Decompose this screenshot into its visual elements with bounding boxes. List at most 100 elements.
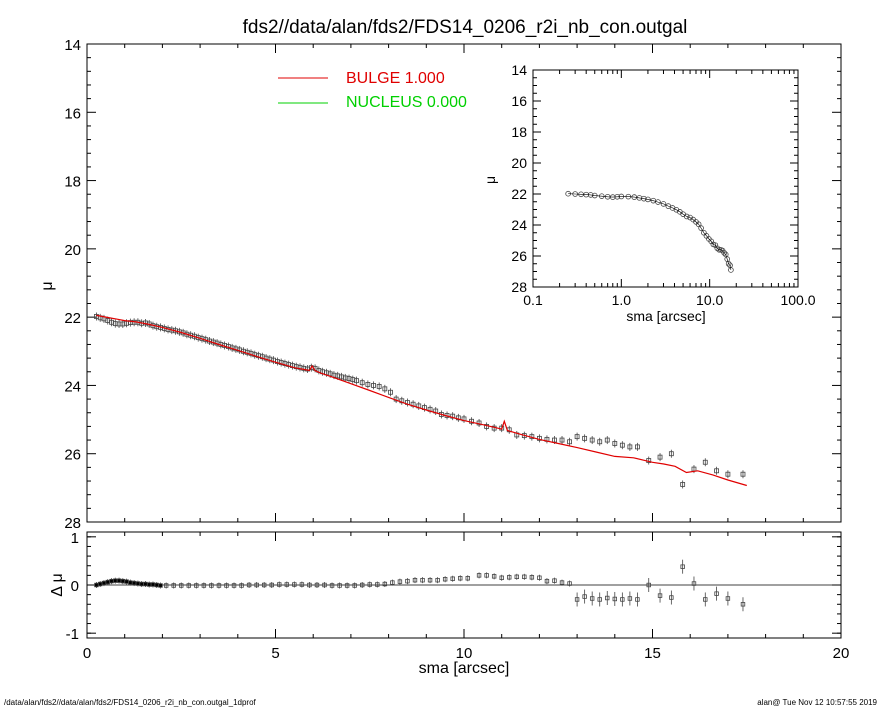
inset-data-points [565, 190, 734, 273]
inset-x-tick-label: 100.0 [780, 292, 815, 308]
residual-data-point [669, 590, 674, 605]
main-data-point [354, 376, 359, 385]
main-plot: 14 16 18 20 22 24 26 28 μ BULGE 1.000 NUCLEUS 0… [39, 37, 842, 532]
main-data-point [668, 449, 674, 458]
residual-data-point [612, 591, 617, 606]
bulge-model-line [96, 314, 747, 487]
residual-ticks: 10-10 5 10 15 20 [66, 530, 850, 662]
residual-data-point [179, 582, 184, 589]
residual-y-axis-label: Δ μ [49, 573, 66, 596]
main-data-point [461, 414, 467, 423]
residual-data-point [574, 592, 580, 607]
inset-x-tick-label: 10.0 [696, 292, 723, 308]
residual-data-point [120, 578, 126, 585]
inset-x-tick-label: 0.1 [523, 292, 543, 308]
residual-data-point [224, 582, 229, 589]
residual-data-point [412, 577, 418, 584]
residual-x-tick-label: 5 [271, 645, 279, 662]
residual-plot: 10-10 5 10 15 20 Δ μ sma [arcsec] [49, 530, 849, 677]
residual-data-point [352, 582, 357, 589]
residual-data-point [691, 576, 697, 591]
main-data-point [514, 430, 520, 439]
residual-data-point [231, 582, 237, 589]
residual-data-point [171, 582, 176, 589]
inset-y-tick-label: 28 [511, 279, 527, 295]
residual-data-point [552, 577, 557, 584]
main-data-point [619, 441, 625, 450]
residual-y-tick-label: -1 [66, 626, 79, 643]
residual-data-point [703, 592, 708, 607]
residual-data-point [397, 578, 403, 585]
residual-data-point [537, 574, 542, 581]
residual-data-point [597, 592, 602, 607]
inset-data-point [660, 201, 667, 207]
main-y-axis-label: μ [39, 281, 56, 290]
main-data-point [702, 458, 708, 467]
main-data-point [544, 435, 550, 444]
main-data-point [359, 378, 365, 387]
main-data-point [740, 470, 746, 479]
main-data-point [376, 382, 382, 391]
residual-data-point [605, 591, 610, 606]
residual-x-axis-label: sma [arcsec] [419, 660, 510, 677]
residual-data-point [101, 580, 107, 587]
residual-data-point [427, 577, 433, 584]
inset-x-tick-label: 1.0 [612, 292, 632, 308]
residual-data-point [307, 582, 312, 588]
residual-data-point [740, 597, 746, 612]
inset-data-line [568, 193, 732, 270]
main-data-point [589, 436, 595, 445]
main-data-point [388, 388, 393, 397]
main-data-points [94, 312, 746, 489]
residual-data-point [465, 575, 470, 582]
inset-y-tick-label: 20 [511, 155, 527, 171]
residual-data-point [216, 582, 222, 589]
residual-data-point [420, 577, 425, 584]
main-data-point [582, 434, 588, 443]
residual-data-point [507, 574, 512, 581]
main-data-point [559, 436, 565, 445]
legend-label-nucleus: NUCLEUS 0.000 [346, 94, 467, 111]
main-y-tick-label: 26 [64, 447, 81, 464]
inset-data-point [695, 221, 702, 228]
main-data-point [450, 412, 456, 421]
residual-data-point [458, 575, 463, 582]
inset-y-tick-label: 16 [511, 93, 527, 109]
residual-data-point [491, 573, 497, 580]
inset-data-point [721, 250, 727, 256]
residual-data-point [514, 573, 519, 580]
legend-label-bulge: BULGE 1.000 [346, 70, 445, 87]
residual-data-point [360, 582, 365, 588]
residual-data-point [94, 582, 99, 588]
residual-data-point [725, 591, 731, 606]
main-data-point [469, 417, 474, 426]
residual-data-point [620, 592, 625, 607]
inset-y-tick-label: 26 [511, 248, 527, 264]
residual-data-point [382, 581, 388, 588]
residual-data-point [484, 572, 489, 579]
main-data-point [680, 480, 686, 489]
residual-x-tick-label: 10 [456, 645, 473, 662]
residual-data-point [154, 582, 159, 588]
main-model-line [96, 314, 747, 487]
legend: BULGE 1.000 NUCLEUS 0.000 [278, 70, 467, 111]
residual-data-point [435, 577, 440, 584]
residual-data-point [544, 578, 550, 585]
inset-y-tick-label: 22 [511, 186, 527, 202]
residual-data-point [375, 581, 380, 588]
residual-data-point [105, 579, 110, 586]
main-data-point [604, 436, 610, 445]
residual-data-point [97, 581, 103, 588]
residual-data-points [94, 559, 746, 612]
inset-data-point [683, 213, 690, 220]
residual-data-point [680, 559, 685, 574]
inset-data-point [728, 267, 734, 273]
residual-data-point [442, 576, 448, 583]
inset-data-point [714, 245, 721, 252]
main-data-point [597, 437, 603, 446]
residual-data-point [367, 581, 372, 588]
residual-data-point [529, 574, 535, 581]
main-data-point [635, 442, 640, 451]
residual-data-point [314, 582, 320, 588]
